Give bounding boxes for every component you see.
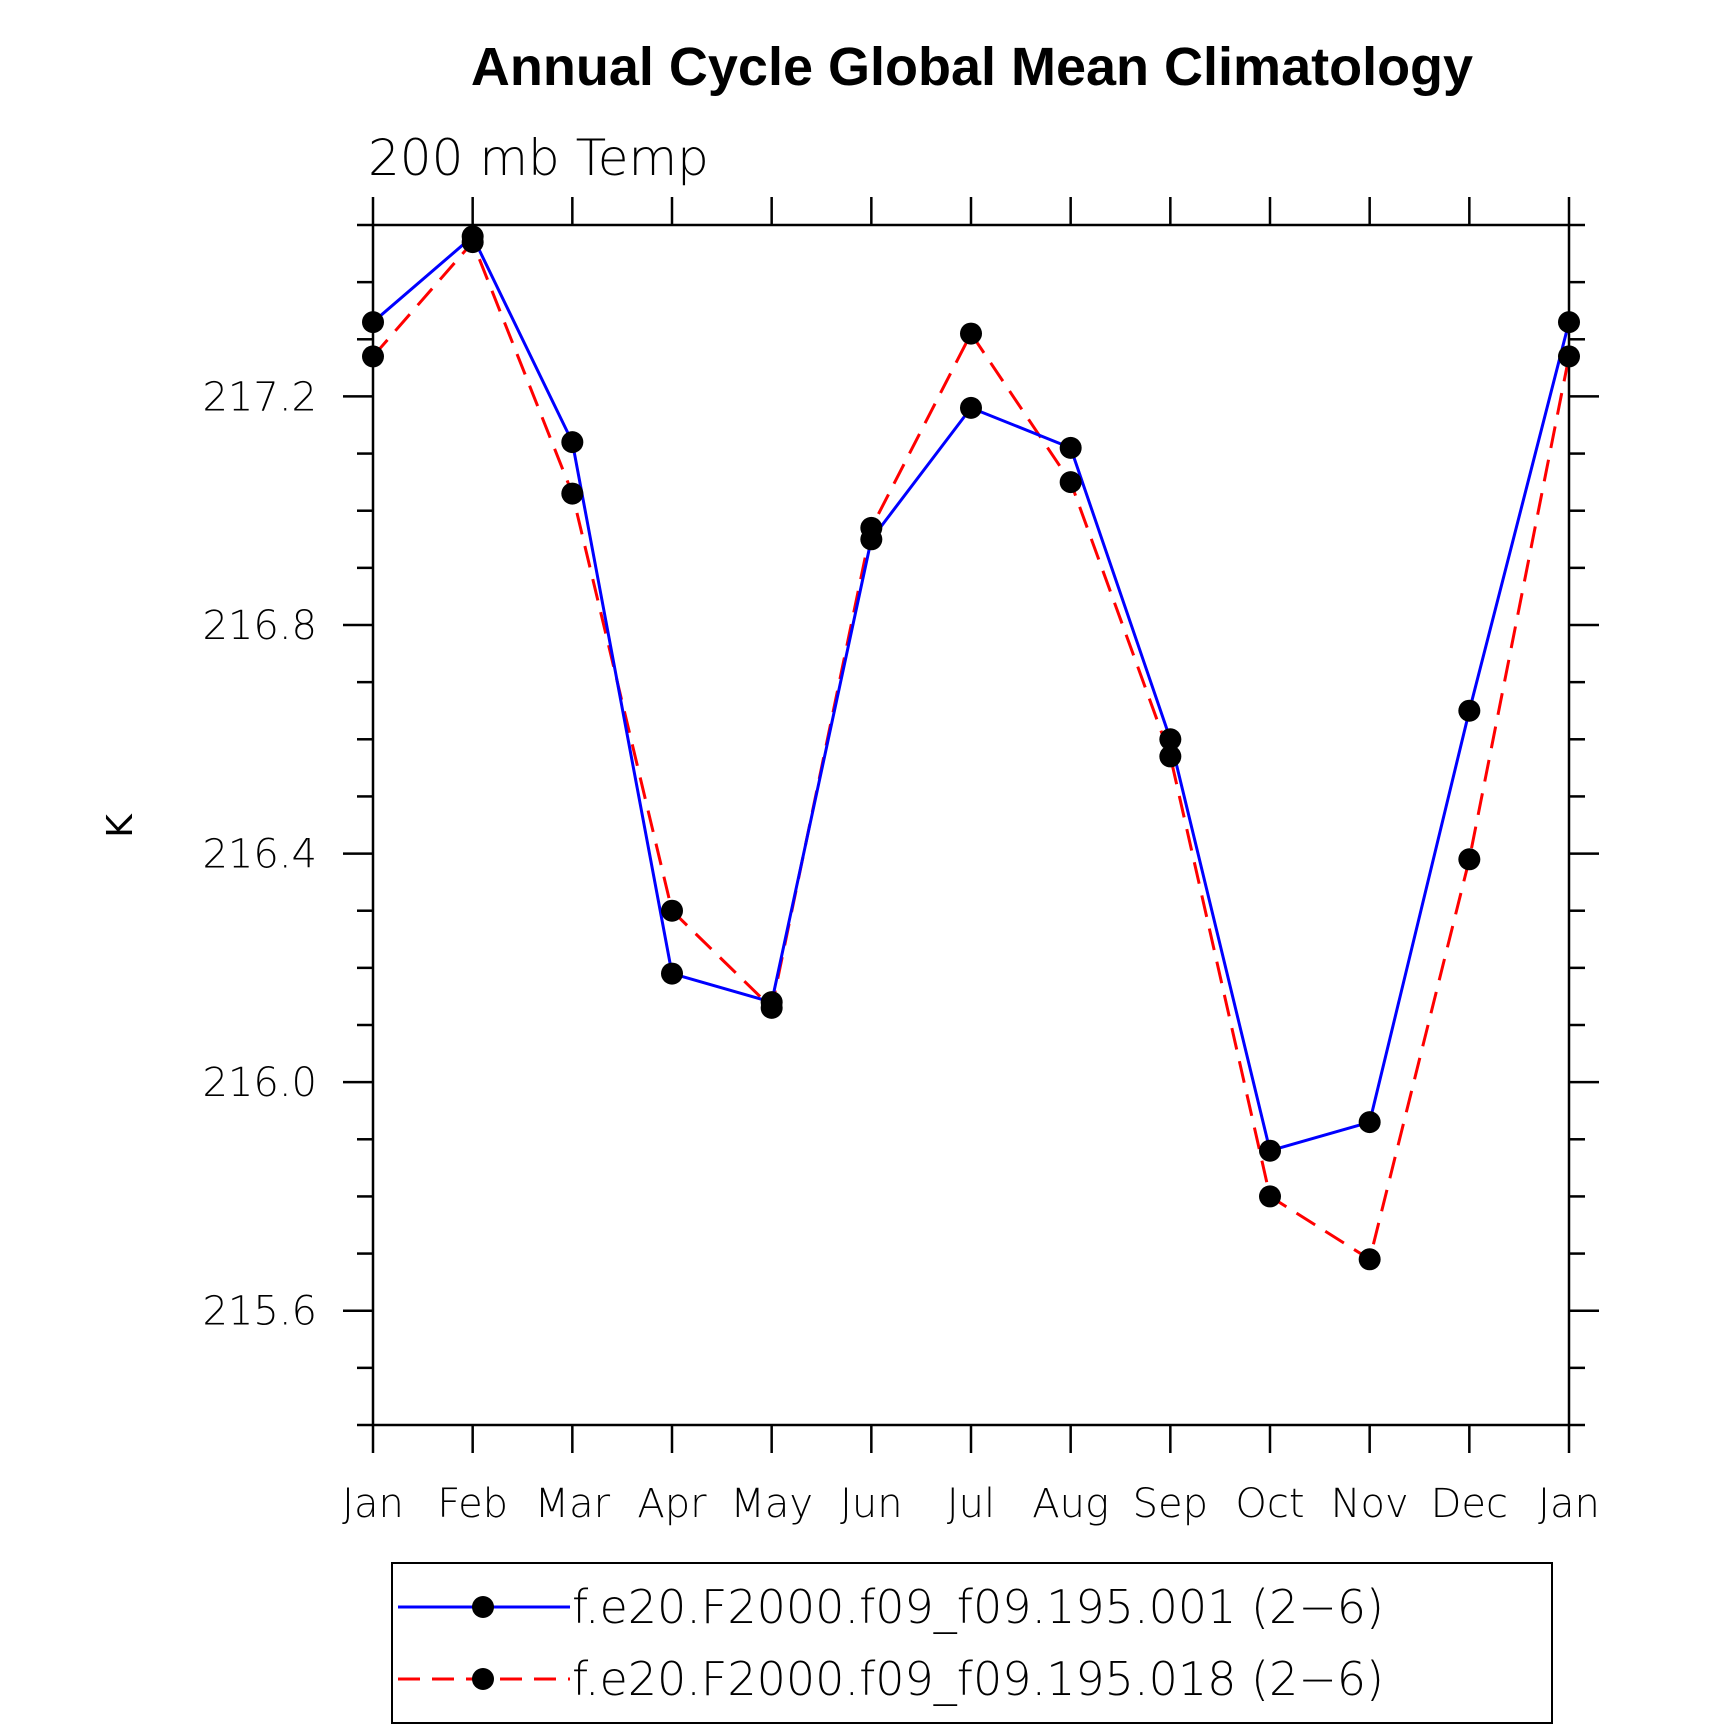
plot-frame [371,223,1571,1427]
series-1-point [1358,1111,1381,1134]
legend-box [391,1562,1553,1724]
series-2-point [461,231,484,254]
series-2-point [1259,1185,1281,1208]
x-tick-label: Sep [1133,1481,1208,1527]
series-1-point [960,396,982,419]
y-axis-label: K [100,813,141,838]
series-2-point [661,899,683,922]
x-tick-label: Jan [1538,1481,1600,1527]
x-tick-label: Apr [637,1481,707,1527]
legend: f.e20.F2000.f09_f09.195.001 (2−6) f.e20.… [391,1562,1553,1724]
series-2-point [960,322,982,345]
chart-subtitle: 200 mb Temp [368,129,709,187]
series-2-point [1059,471,1082,494]
series-1-point [1159,728,1182,751]
legend-marker-series-1 [472,1596,494,1618]
x-tick-label: Jan [342,1481,404,1527]
y-tick-label: 216.0 [202,1060,317,1106]
x-tick-label: Nov [1331,1481,1409,1527]
x-tick-label: Oct [1235,1481,1304,1527]
y-tick-label: 216.8 [202,603,317,649]
series-2-point [1458,848,1481,871]
y-tick-label: 215.6 [202,1289,317,1335]
y-tick-labels: 215.6 216.0 216.4 216.8 217.2 [202,374,317,1334]
series-1-point [561,431,584,454]
series-2-point [760,996,783,1019]
series-2-point [860,516,883,539]
y-tick-label: 217.2 [202,374,317,420]
series-1-point [661,962,683,985]
series-2-point [1358,1248,1381,1271]
series-line-1 [372,234,1571,1153]
chart-title: Annual Cycle Global Mean Climatology [471,37,1473,97]
legend-label-series-1: f.e20.F2000.f09_f09.195.001 (2−6) [572,1580,1384,1634]
series-1-point [1059,436,1082,459]
series-1-point [1458,699,1481,722]
plot-series [362,225,1580,1271]
x-tick-label: Dec [1431,1481,1508,1527]
series-1-point [1259,1139,1281,1162]
x-tick-label: May [730,1481,813,1527]
series-2-point [1159,745,1182,768]
x-tick-labels: Jan Feb Mar Apr May Jun Jul Aug Sep Oct Nov Dec Jan [342,1481,1600,1527]
axis-ticks [343,197,1599,1453]
x-tick-label: Jul [947,1481,995,1527]
series-line-2 [371,240,1571,1261]
series-2-point [561,482,584,505]
x-tick-label: Aug [1032,1481,1109,1527]
x-tick-label: Jun [840,1481,903,1527]
legend-marker-series-2 [472,1668,494,1690]
legend-label-series-2: f.e20.F2000.f09_f09.195.018 (2−6) [572,1652,1384,1706]
x-tick-label: Mar [535,1481,611,1527]
x-tick-label: Feb [437,1481,508,1527]
y-tick-label: 216.4 [202,832,317,878]
